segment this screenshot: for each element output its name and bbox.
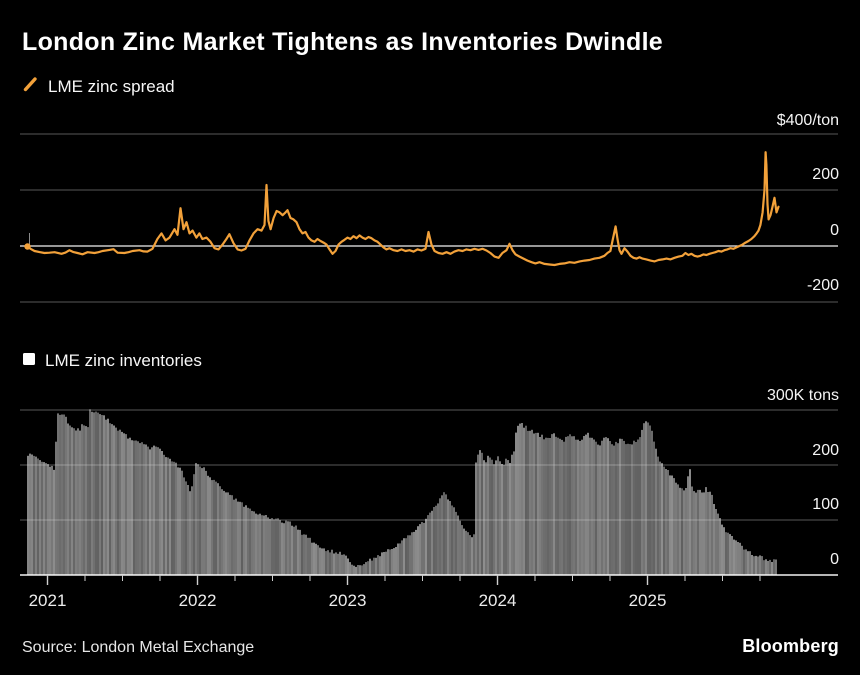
- xtick-2025: 2025: [628, 591, 667, 610]
- spread-ytick-400: $400/ton: [776, 112, 839, 129]
- page-title: London Zinc Market Tightens as Inventori…: [22, 28, 664, 56]
- xtick-2022: 2022: [178, 591, 217, 610]
- xtick-2023: 2023: [328, 591, 367, 610]
- spread-ytick-200: 200: [812, 166, 839, 183]
- white-square-icon: [22, 351, 36, 371]
- spread-ytick-0: 0: [830, 222, 839, 239]
- spread-line: [26, 151, 780, 267]
- inventory-bars: [27, 409, 777, 575]
- orange-slash-icon: [22, 76, 39, 98]
- x-axis-ticks: [46, 575, 761, 585]
- xtick-2021: 2021: [28, 591, 67, 610]
- inv-ytick-300: 300K tons: [766, 387, 839, 404]
- spread-ytick-neg200: -200: [806, 277, 839, 294]
- legend-inventories: LME zinc inventories: [22, 351, 202, 371]
- source-note: Source: London Metal Exchange: [22, 639, 255, 656]
- legend-spread-label: LME zinc spread: [48, 77, 175, 96]
- bloomberg-logo: Bloomberg: [742, 636, 839, 656]
- inv-ytick-100: 100: [812, 496, 839, 513]
- legend-spread: LME zinc spread: [22, 76, 175, 98]
- xtick-2024: 2024: [478, 591, 517, 610]
- legend-inventories-label: LME zinc inventories: [45, 351, 202, 370]
- spread-line-start-dot: [24, 243, 31, 250]
- inv-ytick-0: 0: [830, 551, 839, 568]
- inv-ytick-200: 200: [812, 442, 839, 459]
